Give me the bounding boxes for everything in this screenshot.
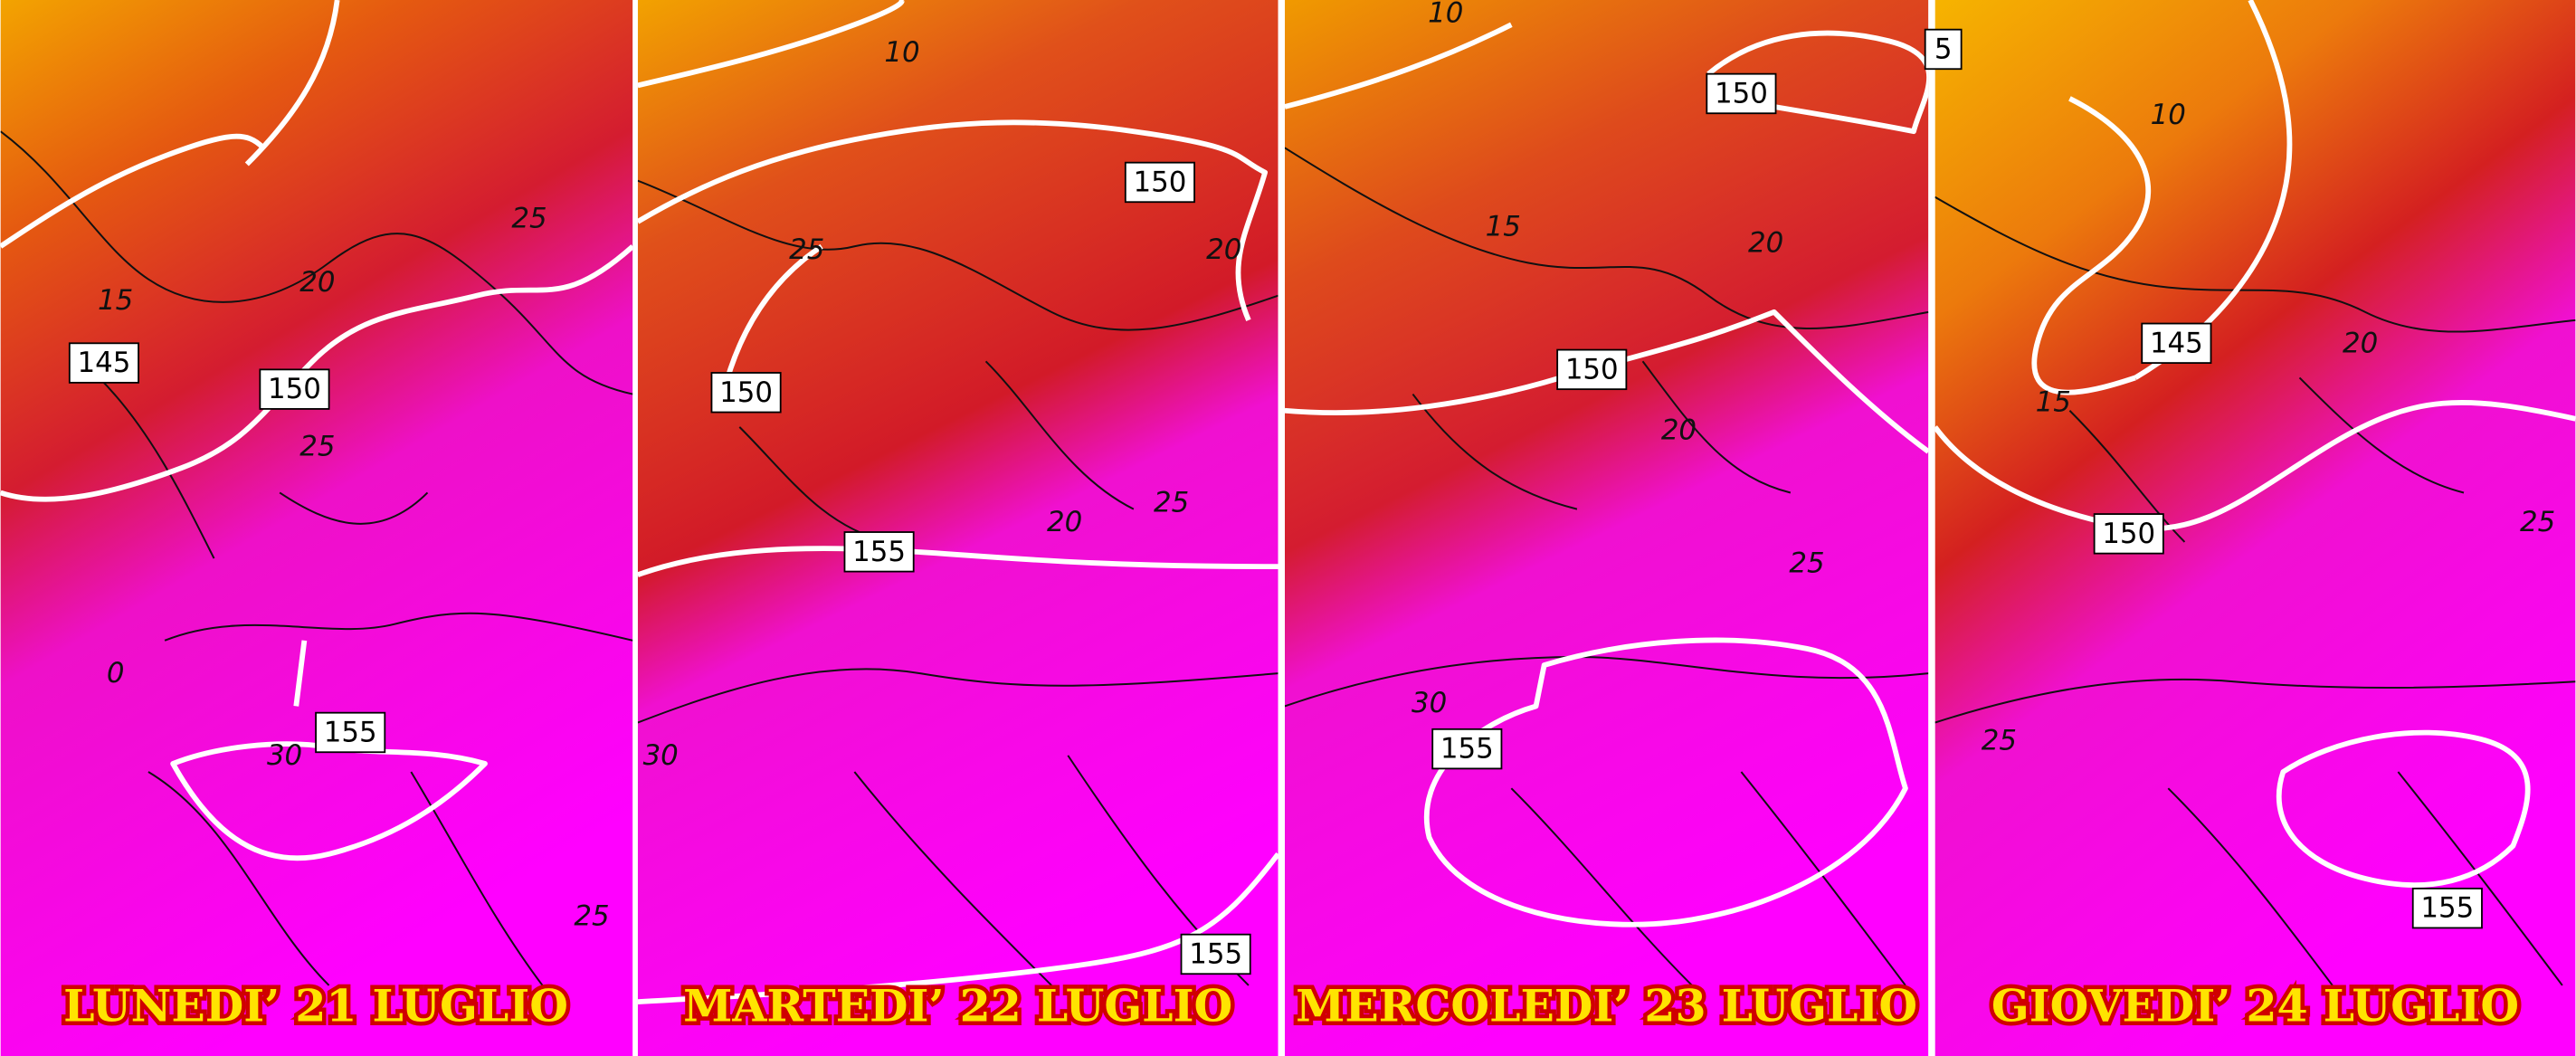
label-box <box>1556 348 1628 391</box>
isotherm-label: 20 <box>299 266 335 299</box>
isotherm-label: 25 <box>1789 547 1824 580</box>
panel-background <box>0 0 633 1056</box>
contour-label: 155 <box>852 536 906 568</box>
isoline <box>0 244 633 502</box>
label-box <box>1924 28 1963 71</box>
panel-title: LUNEDI’ 21 LUGLIO <box>63 980 568 1032</box>
contour-label: 155 <box>324 716 377 748</box>
label-box <box>1431 728 1503 770</box>
panel-background <box>1934 0 2576 1056</box>
panel <box>0 0 633 1056</box>
divider <box>1278 0 1285 1056</box>
isotherm-label: 0 <box>107 657 125 690</box>
contour-label: 150 <box>1565 353 1619 385</box>
isoline <box>1934 400 2576 532</box>
isotherm-label: 15 <box>1486 210 1521 243</box>
isotherm-label: 25 <box>2520 506 2555 538</box>
contour-label: 5 <box>1934 33 1953 65</box>
isotherm-label: 15 <box>2036 386 2071 419</box>
isotherm-label: 20 <box>1047 506 1082 538</box>
contour-label: 145 <box>77 347 130 379</box>
isoline <box>0 0 340 249</box>
contour-label: 155 <box>1189 937 1242 970</box>
label-box <box>710 372 782 414</box>
contour-label: 150 <box>2102 518 2155 550</box>
label-box <box>2411 887 2483 929</box>
isotherm-label: 20 <box>1661 414 1697 447</box>
isotherm-label: 20 <box>1748 227 1783 260</box>
contour-label: 150 <box>1715 77 1768 109</box>
label-box <box>1124 161 1195 204</box>
panel-background <box>1284 0 1929 1056</box>
isotherm-label: 30 <box>267 739 302 772</box>
contour-label: 155 <box>2420 892 2474 925</box>
isotherm-label: 25 <box>1154 486 1189 518</box>
label-box <box>1706 72 1777 115</box>
isoline <box>637 0 1268 322</box>
divider <box>1928 0 1935 1056</box>
isoline <box>170 640 488 861</box>
label-box <box>843 531 915 573</box>
label-box <box>68 342 139 384</box>
isotherm-label: 20 <box>2343 327 2378 359</box>
label-box <box>259 368 330 410</box>
panel <box>637 0 1278 1056</box>
contour-label: 155 <box>1440 733 1494 766</box>
isotherm-label: 15 <box>98 284 133 317</box>
isoline <box>1423 637 1908 928</box>
isoline <box>1284 309 1929 454</box>
isotherm-label: 20 <box>1206 233 1241 266</box>
isotherm-label: 25 <box>1982 725 2017 757</box>
isotherm-label: 10 <box>2151 99 2186 131</box>
isotherm-label: 10 <box>884 36 919 69</box>
panel-dividers <box>632 0 1935 1056</box>
isoline <box>2276 729 2531 888</box>
isotherm-label: 25 <box>299 431 335 463</box>
isoline <box>637 852 1278 1005</box>
coastline <box>0 130 633 986</box>
contour-label: 150 <box>1133 166 1186 198</box>
panel-title: GIOVEDI’ 24 LUGLIO <box>1991 980 2519 1032</box>
panel-title: MARTEDI’ 22 LUGLIO <box>683 980 1232 1032</box>
isoline <box>1284 22 1929 135</box>
coastline <box>637 179 1278 986</box>
label-box <box>2141 322 2212 365</box>
isotherm-label: 30 <box>1412 687 1447 719</box>
contour-label: 145 <box>2150 327 2203 359</box>
panel-background <box>637 0 1278 1056</box>
label-box <box>315 711 386 754</box>
isotherm-label: 10 <box>1428 0 1463 30</box>
coastline <box>1934 195 2576 986</box>
isotherm-label: 25 <box>574 900 609 933</box>
panel <box>1934 0 2576 1056</box>
isoline <box>720 243 823 395</box>
contour-label: 150 <box>719 376 773 409</box>
isotherm-label: 25 <box>511 202 547 234</box>
contour-label: 150 <box>268 373 321 405</box>
label-box <box>2093 513 2164 555</box>
label-box <box>1180 933 1251 975</box>
panel <box>1284 0 1929 1056</box>
divider <box>632 0 638 1056</box>
isotherm-label: 25 <box>789 233 824 266</box>
panel-title: MERCOLEDI’ 23 LUGLIO <box>1296 980 1917 1032</box>
isotherm-label: 30 <box>643 739 679 772</box>
